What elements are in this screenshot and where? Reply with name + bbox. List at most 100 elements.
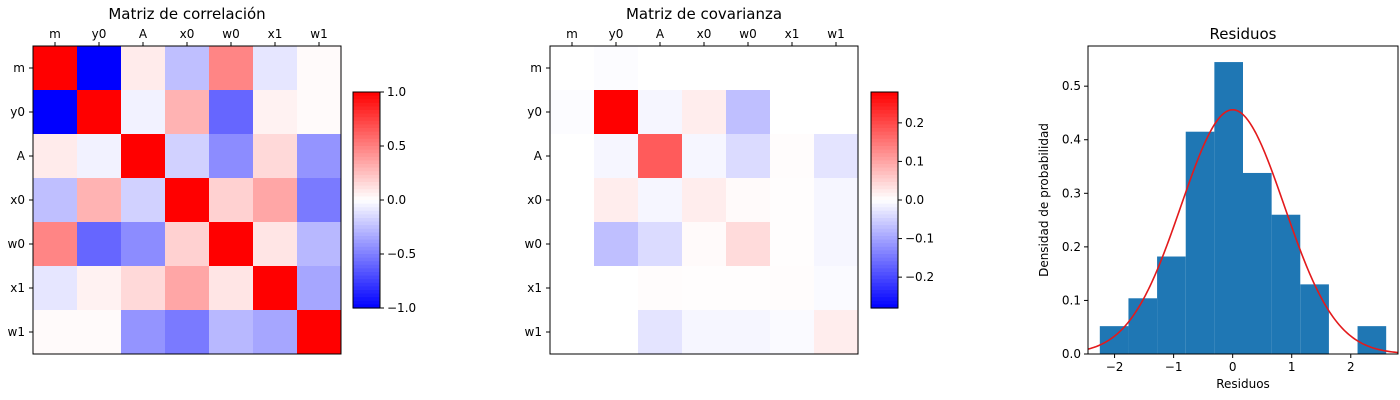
x-tick-label: y0 xyxy=(92,27,107,41)
y-tick-label: m xyxy=(13,61,25,75)
x-tick-label: A xyxy=(139,27,148,41)
colorbar-segment xyxy=(353,102,380,107)
colorbar-segment xyxy=(871,279,898,284)
y-axis-label: Densidad de probabilidad xyxy=(1037,123,1051,277)
heatmap-cell xyxy=(550,222,595,267)
heatmap-cell xyxy=(814,178,859,223)
colorbar-segment xyxy=(353,146,380,151)
heatmap-cell xyxy=(253,310,298,355)
heatmap-cell xyxy=(165,266,210,311)
heatmap-cell xyxy=(209,178,254,223)
colorbar-segment xyxy=(353,275,380,280)
heatmap-cell xyxy=(638,266,683,311)
histogram-bar xyxy=(1128,298,1158,354)
heatmap-cell xyxy=(550,310,595,355)
heatmap-cell xyxy=(253,222,298,267)
colorbar-segment xyxy=(353,160,380,165)
heatmap-cell xyxy=(253,134,298,179)
colorbar-segment xyxy=(353,182,380,187)
histogram-bar xyxy=(1185,131,1215,354)
heatmap-cell xyxy=(209,266,254,311)
colorbar-segment xyxy=(871,203,898,208)
heatmap-cell xyxy=(726,266,771,311)
colorbar-segment xyxy=(871,149,898,154)
y-tick-label: 0.1 xyxy=(1062,293,1081,307)
heatmap-cell xyxy=(121,222,166,267)
heatmap-cell xyxy=(814,46,859,91)
colorbar-segment xyxy=(871,99,898,104)
colorbar-segment xyxy=(353,286,380,291)
colorbar-segment xyxy=(871,254,898,259)
heatmap-cell xyxy=(594,90,639,135)
heatmap-cell xyxy=(770,178,815,223)
y-tick-label: w1 xyxy=(525,325,542,339)
heatmap-cell xyxy=(638,46,683,91)
heatmap-cell xyxy=(594,266,639,311)
colorbar-segment xyxy=(353,167,380,172)
heatmap-cell xyxy=(770,134,815,179)
colorbar-segment xyxy=(871,286,898,291)
heatmap-cell xyxy=(121,46,166,91)
heatmap-cell xyxy=(253,266,298,311)
colorbar-segment xyxy=(871,106,898,111)
colorbar-segment xyxy=(871,138,898,143)
colorbar-segment xyxy=(353,290,380,295)
heatmap-cell xyxy=(814,310,859,355)
colorbar-segment xyxy=(871,102,898,107)
colorbar-segment xyxy=(871,243,898,248)
colorbar-segment xyxy=(353,293,380,298)
colorbar-segment xyxy=(353,128,380,133)
histogram-bar xyxy=(1157,256,1186,354)
heatmap-cell xyxy=(682,178,727,223)
colorbar-segment xyxy=(353,221,380,226)
heatmap-cell xyxy=(121,90,166,135)
heatmap-cell xyxy=(550,266,595,311)
heatmap-cell xyxy=(121,310,166,355)
heatmap-cell xyxy=(726,310,771,355)
histogram-bar xyxy=(1271,214,1301,354)
chart-title: Matriz de covarianza xyxy=(626,5,782,23)
colorbar-segment xyxy=(353,228,380,233)
colorbar-segment xyxy=(353,236,380,241)
colorbar-segment xyxy=(871,113,898,118)
heatmap-cell xyxy=(297,134,342,179)
heatmap-cell xyxy=(594,310,639,355)
colorbar-segment xyxy=(353,243,380,248)
colorbar-segment xyxy=(353,232,380,237)
heatmap-cell xyxy=(594,134,639,179)
heatmap-cell xyxy=(814,266,859,311)
colorbar-segment xyxy=(353,138,380,143)
heatmap-cell xyxy=(33,310,78,355)
colorbar-segment xyxy=(353,214,380,219)
heatmap-cell xyxy=(165,310,210,355)
heatmap-cell xyxy=(33,266,78,311)
colorbar-segment xyxy=(353,174,380,179)
colorbar-segment xyxy=(353,189,380,194)
heatmap-cell xyxy=(814,222,859,267)
heatmap-cell xyxy=(33,178,78,223)
y-tick-label: w1 xyxy=(8,325,25,339)
colorbar-segment xyxy=(353,218,380,223)
colorbar-segment xyxy=(353,225,380,230)
heatmap-cell xyxy=(77,310,122,355)
colorbar-segment xyxy=(353,117,380,122)
colorbar-segment xyxy=(871,225,898,230)
heatmap-cell xyxy=(77,134,122,179)
heatmap-cell xyxy=(770,266,815,311)
x-tick-label: 1 xyxy=(1288,360,1296,374)
colorbar-segment xyxy=(353,124,380,129)
colorbar-segment xyxy=(871,200,898,205)
heatmap-cell xyxy=(726,46,771,91)
colorbar-segment xyxy=(871,221,898,226)
colorbar-segment xyxy=(353,264,380,269)
colorbar-segment xyxy=(353,120,380,125)
colorbar-segment xyxy=(353,106,380,111)
colorbar-segment xyxy=(871,264,898,269)
x-tick-label: x0 xyxy=(180,27,195,41)
heatmap-cell xyxy=(682,90,727,135)
chart-title: Matriz de correlación xyxy=(108,5,265,23)
heatmap-cell xyxy=(77,266,122,311)
colorbar-segment xyxy=(353,95,380,100)
heatmap-cell xyxy=(297,90,342,135)
heatmap-cell xyxy=(165,134,210,179)
